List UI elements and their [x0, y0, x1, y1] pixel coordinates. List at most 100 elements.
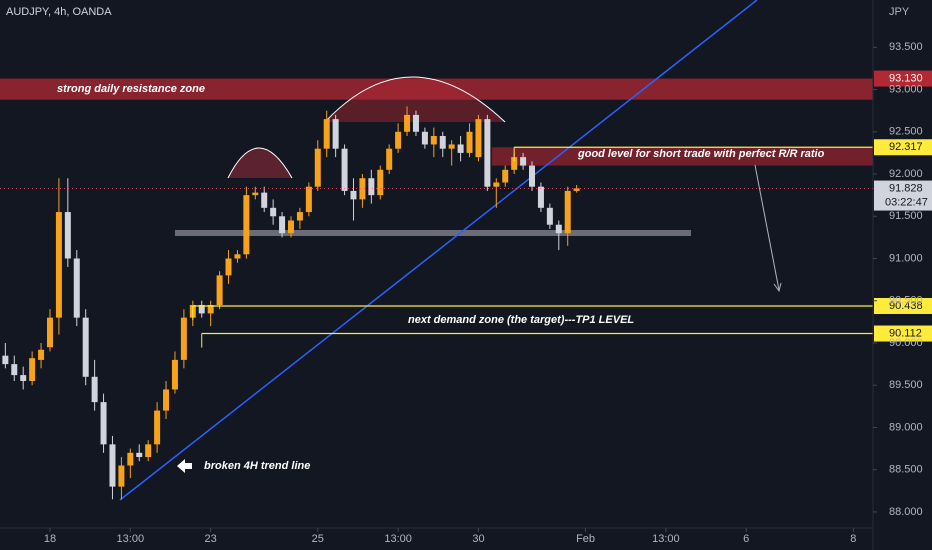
y-tick-label: 92.000	[889, 168, 923, 180]
y-tick-label: 92.500	[889, 126, 923, 138]
left-shoulder	[228, 148, 292, 178]
candle-body	[412, 114, 419, 132]
last-price-label: 91.828	[889, 182, 923, 194]
candle-body	[270, 207, 277, 217]
candle-body	[145, 444, 152, 458]
candle-body	[225, 258, 232, 276]
candle-body	[323, 119, 330, 149]
price-label: 93.130	[889, 72, 923, 84]
arrow-line	[754, 164, 780, 291]
candle-body	[118, 465, 125, 487]
last-price-box	[874, 180, 932, 211]
x-tick-label: 13:00	[384, 533, 412, 545]
arrow-head	[773, 282, 782, 293]
shoulder-arc	[227, 147, 293, 179]
candle-body	[439, 136, 446, 149]
candle-body	[288, 220, 294, 234]
candle-body	[448, 144, 455, 149]
y-tick-label: 89.000	[889, 421, 923, 433]
candle-body	[457, 144, 464, 153]
candle-body	[64, 212, 71, 259]
y-tick-label: 88.500	[889, 464, 923, 476]
x-tick-label: 25	[312, 533, 324, 545]
candle-body	[520, 157, 527, 166]
head-arc	[324, 76, 506, 123]
neckline	[175, 230, 691, 236]
candle-body	[216, 275, 223, 305]
candle-body	[180, 317, 187, 360]
candle-body	[359, 178, 366, 200]
x-tick-label: 6	[743, 533, 749, 545]
currency: JPY	[889, 6, 910, 18]
candle-body	[243, 195, 250, 255]
candle-body	[395, 131, 402, 149]
drawings: broken 4H trend line	[119, 0, 782, 501]
chart-title: AUDJPY, 4h, OANDA	[6, 6, 112, 18]
candle-body	[46, 317, 53, 348]
candle-body	[207, 304, 214, 314]
candle-body	[332, 119, 339, 149]
candle-body	[20, 375, 27, 382]
candle-body	[154, 410, 161, 445]
price-label: 90.112	[889, 327, 922, 339]
x-tick-label: 8	[850, 533, 856, 545]
candle-body	[296, 212, 303, 221]
candle-body	[109, 444, 116, 487]
x-tick-label: Feb	[576, 533, 595, 545]
candle-body	[136, 452, 143, 458]
candle-body	[466, 131, 473, 153]
candle-body	[198, 304, 205, 314]
candle-body	[368, 178, 375, 196]
candle-body	[163, 389, 170, 411]
candle-body	[82, 317, 89, 377]
candle-body	[537, 186, 544, 208]
candle-body	[341, 148, 348, 191]
zones: strong daily resistance zone	[0, 78, 873, 166]
y-tick-label: 90.500	[889, 295, 923, 307]
candle-body	[100, 402, 107, 445]
trend-line	[119, 0, 758, 501]
candle-body	[502, 169, 509, 183]
x-tick-label: 13:00	[652, 533, 680, 545]
level-note: good level for short trade with perfect …	[577, 148, 825, 160]
candle-body	[305, 186, 312, 213]
candle-body	[404, 114, 411, 132]
y-tick-label: 91.500	[889, 210, 923, 222]
x-tick-label: 18	[44, 533, 56, 545]
candle-body	[377, 169, 384, 196]
candle-body	[171, 359, 178, 390]
countdown: 03:22:47	[885, 196, 928, 208]
candle-body	[484, 119, 491, 187]
y-tick-label: 91.000	[889, 252, 923, 264]
candle-body	[314, 148, 321, 187]
y-tick-label: 93.500	[889, 41, 923, 53]
candle-body	[279, 216, 286, 234]
candle-body	[421, 131, 428, 145]
y-tick-label: 89.500	[889, 379, 923, 391]
price-label-box	[874, 70, 932, 87]
zone-label: strong daily resistance zone	[57, 83, 205, 95]
level-note: next demand zone (the target)---TP1 LEVE…	[408, 314, 634, 326]
x-tick-label: 13:00	[117, 533, 145, 545]
y-tick-label: 90.000	[889, 337, 923, 349]
price-label-box	[874, 139, 932, 156]
x-tick-label: 30	[472, 533, 484, 545]
candle-body	[529, 165, 536, 187]
candle-body	[546, 207, 553, 225]
candle-body	[127, 452, 134, 466]
candle-body	[475, 119, 482, 158]
candle-body	[430, 136, 437, 145]
zone	[491, 147, 873, 166]
axes: 88.000 88.500 89.000 89.500 90.000 90.500 91.0…	[44, 41, 923, 545]
zone	[0, 78, 873, 100]
candle-body	[38, 349, 45, 360]
head-area	[325, 77, 505, 122]
arrow-icon	[177, 459, 192, 473]
price-label: 90.438	[889, 300, 923, 312]
candle-body	[493, 182, 500, 187]
candle-body	[73, 258, 80, 318]
x-tick-label: 23	[205, 533, 217, 545]
candles	[2, 106, 580, 500]
candle-body	[386, 148, 393, 170]
